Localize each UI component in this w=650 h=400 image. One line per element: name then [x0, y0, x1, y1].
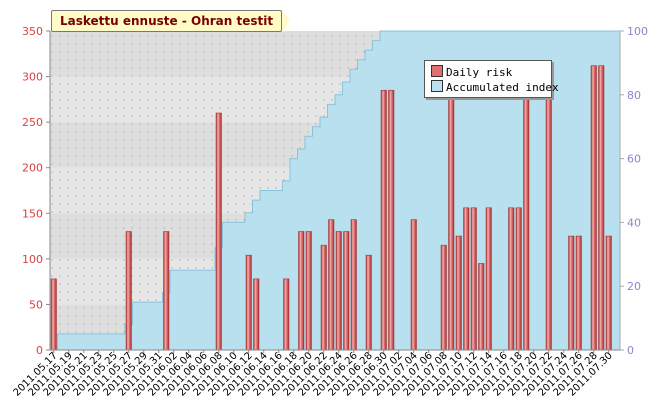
chart-title: Laskettu ennuste - Ohran testit	[51, 10, 291, 32]
daily-risk-bar	[50, 278, 57, 351]
left-tick-label: 300	[22, 71, 43, 84]
accumulated-index-area	[50, 30, 621, 351]
daily-risk-bar	[508, 207, 515, 351]
daily-risk-bar	[320, 244, 327, 351]
left-tick-label: 100	[22, 253, 43, 266]
daily-risk-bar	[605, 235, 612, 351]
daily-risk-bar	[545, 65, 552, 351]
daily-risk-bar	[470, 207, 477, 351]
daily-risk-bar	[253, 278, 260, 351]
daily-risk-bar	[328, 219, 335, 351]
daily-risk-bar	[245, 254, 252, 351]
daily-risk-bar	[298, 231, 305, 351]
daily-risk-bar	[478, 263, 485, 351]
daily-risk-bar	[410, 219, 417, 351]
daily-risk-bar	[440, 244, 447, 351]
left-tick-label: 200	[22, 162, 43, 175]
daily-risk-bar	[388, 89, 395, 351]
axes	[49, 31, 621, 351]
left-axis-ticks: 0 50 100 150 200 250 300 350	[22, 25, 50, 357]
right-tick-label: 20	[627, 280, 641, 293]
daily-risk-bar	[215, 112, 222, 351]
daily-risk-bar	[515, 207, 522, 351]
daily-risk-bar	[350, 219, 357, 351]
daily-risk-bar	[335, 231, 342, 351]
daily-risk-bar	[485, 207, 492, 351]
right-axis-ticks: 0 20 40 60 80 100	[620, 25, 648, 357]
daily-risk-bar	[343, 231, 350, 351]
daily-risk-bar	[568, 235, 575, 351]
right-tick-label: 100	[627, 25, 648, 38]
legend: Daily risk Accumulated index	[424, 60, 559, 98]
right-tick-label: 80	[627, 89, 641, 102]
daily-risk-bar	[575, 235, 582, 351]
daily-risk-bar	[380, 89, 387, 351]
daily-risk-bar	[463, 207, 470, 351]
daily-risk-bar	[365, 254, 372, 351]
legend-item-daily-risk: Daily risk	[431, 65, 512, 79]
left-tick-label: 250	[22, 116, 43, 129]
legend-item-accumulated-index: Accumulated index	[431, 80, 559, 94]
daily-risk-bar	[455, 235, 462, 351]
left-tick-label: 0	[36, 344, 43, 357]
accumulated-index-area-shape	[50, 30, 621, 351]
right-tick-label: 40	[627, 216, 641, 229]
daily-risk-bar	[125, 231, 132, 351]
daily-risk-bar	[523, 89, 530, 351]
daily-risk-bar	[305, 231, 312, 351]
daily-risk-bar	[448, 89, 455, 351]
right-tick-label: 0	[627, 344, 634, 357]
right-tick-label: 60	[627, 153, 641, 166]
daily-risk-bar	[590, 65, 597, 351]
daily-risk-bar	[283, 278, 290, 351]
legend-swatch-accumulated-index	[431, 80, 443, 92]
legend-label: Daily risk	[446, 66, 513, 79]
legend-label: Accumulated index	[446, 81, 559, 94]
daily-risk-bar	[163, 231, 170, 351]
daily-risk-bar	[598, 65, 605, 351]
legend-swatch-daily-risk	[431, 65, 443, 77]
left-tick-label: 50	[29, 298, 43, 311]
left-tick-label: 150	[22, 207, 43, 220]
x-axis-ticks: 2011.05.172011.05.192011.05.212011.05.23…	[12, 350, 615, 399]
left-tick-label: 350	[22, 25, 43, 38]
